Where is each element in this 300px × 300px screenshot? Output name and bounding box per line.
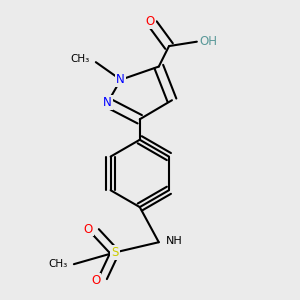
Text: OH: OH (200, 35, 218, 48)
Text: N: N (103, 96, 112, 109)
Text: O: O (146, 15, 154, 28)
Text: S: S (111, 246, 118, 259)
Text: N: N (116, 73, 125, 86)
Text: NH: NH (166, 236, 183, 246)
Text: CH₃: CH₃ (49, 259, 68, 269)
Text: CH₃: CH₃ (71, 54, 90, 64)
Text: O: O (91, 274, 100, 287)
Text: O: O (84, 223, 93, 236)
